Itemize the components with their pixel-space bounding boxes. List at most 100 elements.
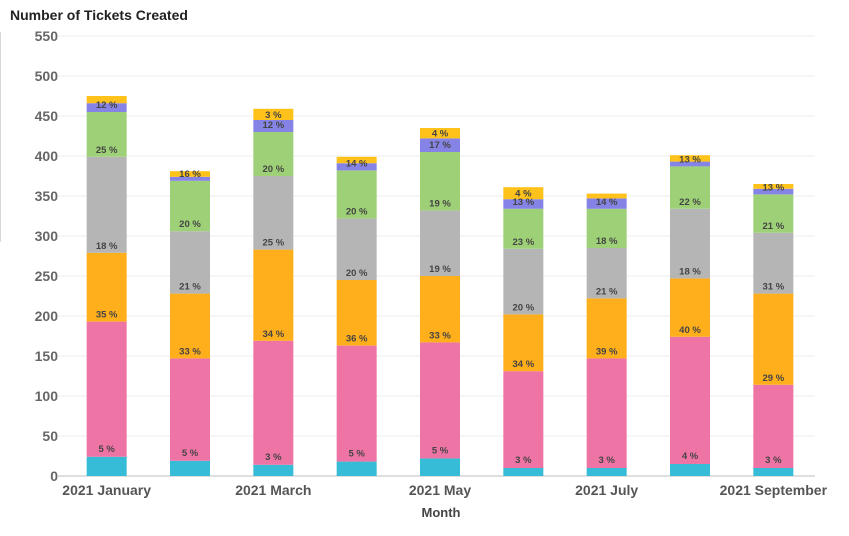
segment-label: 14 %	[346, 158, 368, 169]
y-tick-label: 0	[50, 468, 58, 484]
segment-label: 34 %	[513, 359, 535, 370]
x-tick-label: 2021 September	[720, 482, 828, 498]
bar-segment	[253, 176, 294, 250]
bar-segment	[503, 314, 544, 372]
bar-segment	[336, 461, 377, 476]
segment-label: 23 %	[513, 237, 535, 248]
y-tick-label: 550	[35, 28, 59, 44]
segment-label: 18 %	[96, 241, 118, 252]
bar-segment	[253, 132, 294, 176]
bar-segment	[670, 208, 710, 279]
y-tick-label: 200	[35, 308, 59, 324]
bar-segment	[753, 293, 794, 385]
bar-segment	[86, 321, 127, 457]
bar-segment	[503, 371, 544, 468]
bar-segment	[586, 298, 627, 359]
segment-label: 22 %	[679, 197, 701, 208]
segment-label: 20 %	[263, 164, 285, 175]
segment-label: 5 %	[182, 448, 199, 459]
bar-segment	[336, 345, 377, 462]
bar-segment	[753, 232, 794, 294]
segment-label: 31 %	[763, 282, 785, 293]
segment-label: 3 %	[265, 452, 282, 463]
chart-title: Number of Tickets Created	[10, 7, 188, 23]
bar-segment	[336, 280, 377, 346]
bar-segment	[170, 358, 210, 461]
segment-label: 25 %	[96, 145, 118, 156]
bar-segment	[86, 456, 127, 476]
bar-segment	[586, 358, 627, 468]
bar-segment	[670, 161, 710, 167]
segment-label: 25 %	[263, 238, 285, 249]
segment-label: 19 %	[429, 198, 451, 209]
segment-label: 29 %	[763, 373, 785, 384]
segment-label: 5 %	[348, 449, 365, 460]
bar-segment	[586, 468, 627, 476]
bar-segment	[420, 152, 460, 211]
bar-segment	[336, 156, 377, 164]
bar-segment	[420, 128, 460, 139]
bar-segment	[253, 108, 294, 120]
segment-label: 16 %	[179, 169, 201, 180]
segment-label: 34 %	[263, 329, 285, 340]
bar-segment	[503, 208, 544, 249]
segment-label: 13 %	[679, 154, 701, 165]
bar-segment	[253, 340, 294, 465]
bar-segment	[420, 210, 460, 276]
segment-label: 12 %	[263, 120, 285, 131]
bar-segment	[170, 180, 210, 232]
x-tick-label: 2021 March	[235, 482, 311, 498]
segment-label: 39 %	[596, 346, 618, 357]
segment-label: 33 %	[429, 330, 451, 341]
x-tick-label: 2021 May	[409, 482, 471, 498]
bar-segment	[336, 170, 377, 219]
segment-label: 19 %	[429, 264, 451, 275]
bar-segment	[336, 218, 377, 280]
bar-segment	[586, 248, 627, 299]
y-tick-label: 100	[35, 388, 59, 404]
segment-label: 20 %	[179, 219, 201, 230]
bar-segment	[503, 248, 544, 315]
y-tick-label: 50	[42, 428, 58, 444]
segment-label: 20 %	[346, 206, 368, 217]
bar-segment	[670, 155, 710, 162]
bar-segment	[253, 120, 294, 132]
segment-label: 18 %	[679, 266, 701, 277]
bar-segment	[420, 138, 460, 152]
bar-segment	[753, 194, 794, 233]
bar-segment	[86, 96, 127, 104]
bar-segment	[420, 458, 460, 476]
segment-label: 35 %	[96, 310, 118, 321]
segment-label: 13 %	[763, 182, 785, 193]
segment-label: 20 %	[513, 302, 535, 313]
bar-segment	[86, 156, 127, 253]
x-tick-label: 2021 July	[575, 482, 638, 498]
bar-segment	[253, 464, 294, 476]
x-axis-ticks: 2021 January 2021 March 2021 May 2021 July 2…	[62, 482, 827, 498]
bar-segment	[753, 184, 794, 189]
bar-segment	[670, 278, 710, 337]
y-tick-label: 350	[35, 188, 59, 204]
bar-segment	[586, 198, 627, 209]
bar-segment	[670, 464, 710, 476]
bar-segment	[420, 342, 460, 459]
bar-segment	[86, 103, 127, 112]
bar-segment	[753, 188, 794, 195]
segment-label: 36 %	[346, 334, 368, 345]
bar-segment	[586, 193, 627, 199]
segment-label: 12 %	[96, 100, 118, 111]
segment-label: 14 %	[596, 197, 618, 208]
bar-segment	[86, 112, 127, 157]
segment-label: 21 %	[596, 286, 618, 297]
segment-label: 13 %	[513, 197, 535, 208]
segment-label: 33 %	[179, 346, 201, 357]
segment-label: 21 %	[763, 221, 785, 232]
segment-label: 18 %	[596, 236, 618, 247]
segment-label: 3 %	[515, 455, 532, 466]
bar-segment	[753, 384, 794, 468]
bar-segment	[170, 171, 210, 177]
bar-segment	[170, 176, 210, 181]
y-tick-label: 450	[35, 108, 59, 124]
bar-segment	[420, 276, 460, 343]
segment-label: 4 %	[682, 451, 699, 462]
